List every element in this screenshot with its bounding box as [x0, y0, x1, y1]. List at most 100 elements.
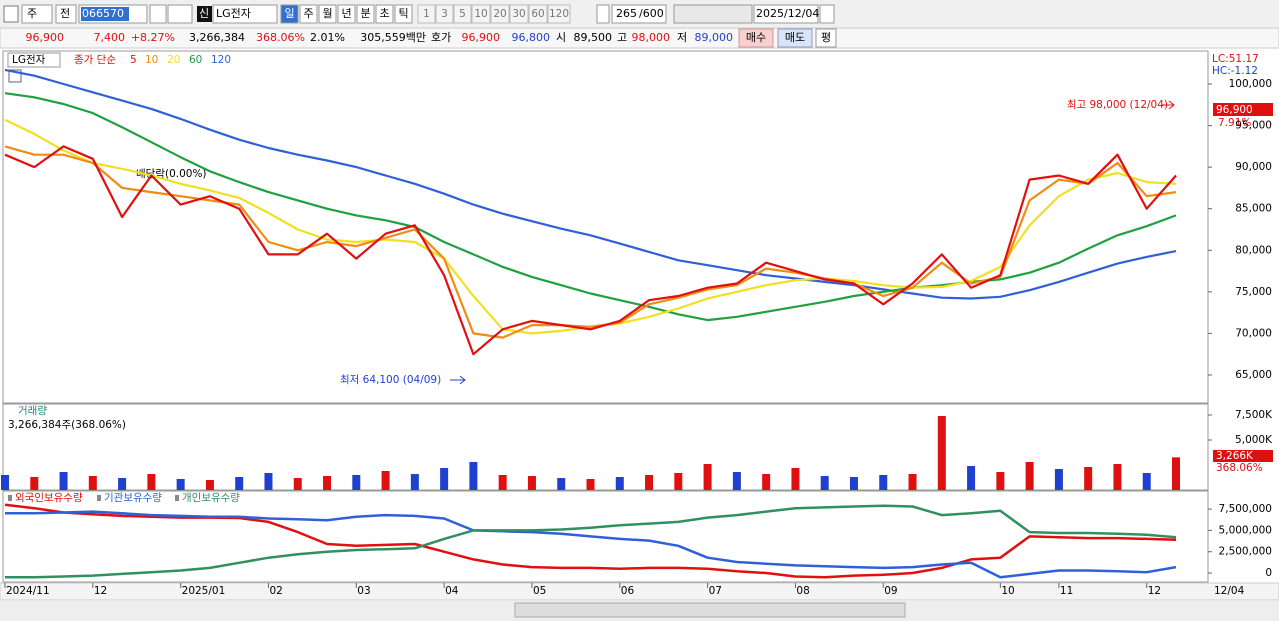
volume-pct: 368.06%	[256, 31, 305, 44]
period-button[interactable]	[299, 4, 318, 24]
dropdown[interactable]	[596, 4, 610, 24]
volume-bar	[264, 473, 273, 490]
low: 89,000	[695, 31, 734, 44]
info-bar	[0, 27, 1279, 49]
volume-bar	[59, 472, 68, 490]
code-type-box[interactable]	[21, 4, 53, 24]
legend-entry: 5	[130, 54, 137, 66]
period-button[interactable]	[394, 4, 413, 24]
interval: 3	[441, 8, 448, 20]
x-tick-label: 04	[445, 585, 459, 597]
interval-button[interactable]	[453, 4, 472, 24]
interval-button[interactable]	[471, 4, 491, 24]
count-max: /600	[639, 7, 664, 20]
volume: 3,266,384	[189, 31, 245, 44]
interval-button[interactable]	[435, 4, 454, 24]
open: 89,500	[574, 31, 613, 44]
interval-button[interactable]	[509, 4, 529, 24]
volume-bar	[703, 464, 712, 490]
x-tick-label: 02	[269, 585, 282, 597]
chart-title: LG전자	[12, 54, 46, 66]
price: 96,900	[26, 31, 65, 44]
volume-last: 3,266K	[1216, 450, 1254, 462]
volume-last-pct: 368.06%	[1216, 462, 1263, 474]
last-price: 96,900	[1216, 104, 1253, 116]
volume-bar	[293, 478, 302, 490]
x-tick-label: 06	[621, 585, 635, 597]
volume-bar	[30, 477, 39, 490]
search-button[interactable]	[149, 4, 167, 24]
period-button[interactable]	[375, 4, 394, 24]
high-arrow	[1162, 100, 1175, 110]
high-annotation: 최고 98,000 (12/04)	[1067, 99, 1168, 111]
series-line	[5, 510, 1177, 579]
interval: 120	[549, 8, 569, 20]
volume-bar	[381, 471, 390, 490]
volume-bar	[967, 466, 976, 490]
y-tick-label: 95,000	[1235, 120, 1272, 132]
hc: HC:-1.12	[1212, 65, 1258, 77]
legend-entry: 외국인보유수량	[15, 492, 83, 504]
x-tick-label: 11	[1060, 585, 1073, 597]
sell: 매도	[785, 31, 805, 44]
period: 틱	[398, 7, 408, 20]
market-box[interactable]	[55, 4, 77, 24]
volume-bar	[996, 472, 1005, 490]
volume-bar	[879, 475, 888, 490]
volume-bar	[205, 480, 214, 490]
period: 월	[322, 7, 332, 20]
ask: 96,900	[462, 31, 501, 44]
avg-button[interactable]	[815, 28, 837, 48]
volume-bar	[908, 474, 917, 490]
period-button[interactable]	[280, 4, 299, 24]
y-tick-label: 5,000,000	[1219, 524, 1272, 536]
interval: 5	[459, 8, 466, 20]
interval-button[interactable]	[490, 4, 510, 24]
volume-subtitle: 3,266,384주(368.06%)	[8, 419, 126, 431]
legend-swatch	[175, 495, 179, 501]
x-tick-label: 2025/01	[182, 585, 226, 597]
volume-bar	[410, 474, 419, 490]
low-label: 저	[677, 31, 687, 44]
interval-button[interactable]	[528, 4, 548, 24]
period-button[interactable]	[337, 4, 356, 24]
code-type: 주	[27, 7, 37, 20]
legend-entry: 개인보유수량	[182, 492, 240, 504]
avg: 평	[821, 31, 831, 44]
volume-bar	[557, 478, 566, 490]
date-box[interactable]	[753, 4, 819, 24]
sound-button[interactable]	[167, 4, 193, 24]
volume-bar	[937, 416, 946, 490]
interval-button[interactable]	[547, 4, 571, 24]
buy-button[interactable]	[738, 28, 774, 48]
interval-button[interactable]	[417, 4, 436, 24]
volume-bar	[352, 475, 361, 490]
series-line	[5, 504, 1177, 579]
y-tick-label: 0	[1265, 567, 1272, 579]
count-box[interactable]	[611, 4, 667, 24]
x-tick-label: 07	[709, 585, 722, 597]
x-tick-label: 2024/11	[6, 585, 50, 597]
x-tick-label: 09	[884, 585, 897, 597]
price-panel	[2, 50, 1209, 404]
tool-icons[interactable]	[673, 4, 753, 24]
legend-entry: 20	[167, 54, 180, 66]
open-label: 시	[556, 31, 566, 44]
period-button[interactable]	[318, 4, 337, 24]
legend-label: 종가 단순	[74, 54, 116, 66]
calendar-button[interactable]	[819, 4, 835, 24]
change: 7,400	[94, 31, 126, 44]
volume-bar	[440, 468, 449, 490]
scroll-thumb[interactable]	[514, 602, 906, 618]
sell-button[interactable]	[777, 28, 813, 48]
period-button[interactable]	[356, 4, 375, 24]
menu-icon[interactable]	[3, 5, 19, 23]
turnover: 2.01%	[310, 31, 345, 44]
volume-bar	[1142, 473, 1151, 490]
last-pct: 7.91%	[1218, 117, 1251, 129]
volume-bar	[791, 468, 800, 490]
interval: 30	[512, 8, 525, 20]
volume-bar	[615, 477, 624, 490]
tag-box	[197, 6, 212, 22]
